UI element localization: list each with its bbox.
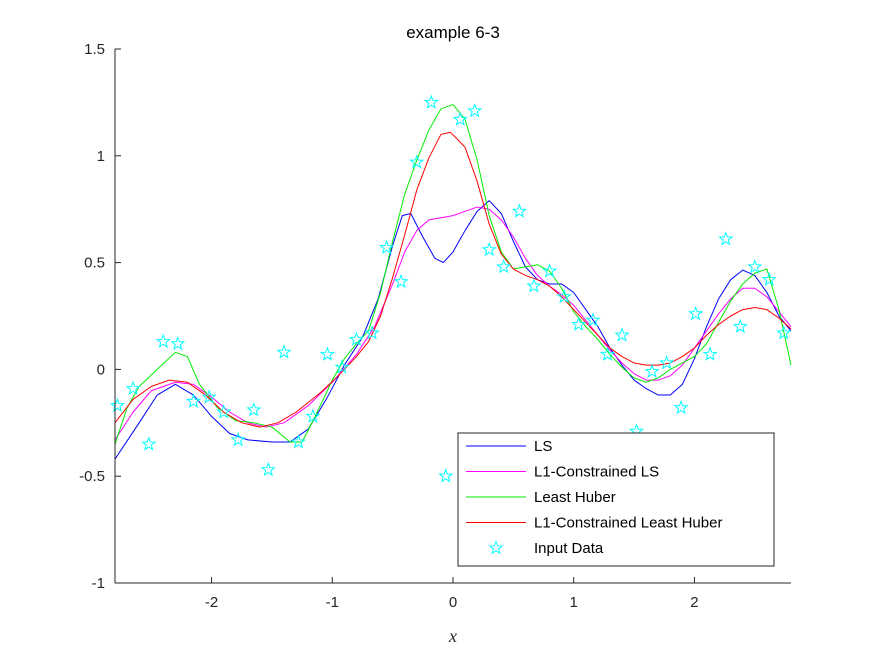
data-point [290,434,307,449]
data-point [673,399,689,415]
data-point [747,258,763,274]
data-point [125,380,141,396]
data-point [481,241,497,257]
legend-item-input-data: Input Data [488,540,604,557]
y-tick-label: -1 [92,575,105,592]
x-tick-label: 0 [449,594,457,611]
data-point [570,316,587,331]
data-point [230,431,246,447]
data-point [364,325,380,340]
data-point [702,346,718,361]
series-ls [114,200,792,460]
data-point [334,359,350,374]
series-least-huber [114,104,792,445]
data-point [423,94,439,109]
data-point [776,325,792,340]
data-point [688,305,704,321]
series-l1-constrained-least-huber [114,131,792,428]
data-point [201,389,217,404]
legend-label: Least Huber [534,489,616,506]
y-ticks: -1 -0.5 0 0.5 1 1.5 [79,41,121,592]
y-tick-label: 0 [97,361,105,378]
x-axis-label: x [448,626,457,646]
data-point [718,231,734,246]
series-layer [109,94,792,483]
legend-swatch [488,540,504,555]
data-point [109,397,125,413]
data-point [348,331,364,346]
y-tick-label: -0.5 [79,468,105,485]
legend-item-l1-constrained-least-huber: L1-Constrained Least Huber [466,515,722,532]
data-point [409,154,425,169]
data-point [556,288,572,304]
data-point [585,312,601,327]
x-tick-label: 2 [690,594,698,611]
data-point [761,271,777,287]
data-point [260,461,276,477]
legend-label: Input Data [534,540,604,557]
data-point [511,203,527,218]
x-ticks: -2 -1 0 1 2 [205,577,699,611]
series-line-least-huber [114,104,792,445]
data-point [170,335,186,351]
y-tick-label: 1 [97,148,105,165]
series-input-data [109,94,792,483]
legend-label: LS [534,438,552,455]
legend-label: L1-Constrained LS [534,464,659,481]
data-point [379,239,395,255]
data-point [659,355,675,370]
data-point [141,436,157,451]
chart-title: example 6-3 [406,23,500,42]
legend-item-ls: LS [466,438,552,455]
data-point [305,408,321,423]
data-point [496,258,512,274]
data-point [644,363,660,378]
data-point [393,273,409,289]
data-point [438,468,454,483]
data-point [246,402,262,417]
y-tick-label: 0.5 [84,255,105,272]
data-point [276,344,292,359]
legend-item-l1-constrained-ls: L1-Constrained LS [466,464,659,481]
data-point [732,318,748,334]
x-tick-label: -2 [205,594,218,611]
series-line-l1-constrained-least-huber [114,131,792,428]
legend-box [457,432,775,567]
data-point [155,333,171,349]
data-point [216,404,232,419]
series-line-ls [114,200,792,460]
legend: LS L1-Constrained LS Least Huber L1-Constra… [457,432,775,567]
data-point [185,393,202,408]
legend-item-least-huber: Least Huber [466,489,616,506]
data-point [467,102,483,118]
legend-items: LS L1-Constrained LS Least Huber L1-Constra… [466,438,722,557]
legend-label: L1-Constrained Least Huber [534,515,722,532]
x-tick-label: -1 [326,594,339,611]
data-point [452,111,468,126]
data-point [319,346,336,361]
data-point [542,263,558,278]
x-tick-label: 1 [570,594,578,611]
data-point [599,346,616,361]
data-point [614,327,630,342]
y-tick-label: 1.5 [84,41,105,58]
data-point [526,278,542,293]
